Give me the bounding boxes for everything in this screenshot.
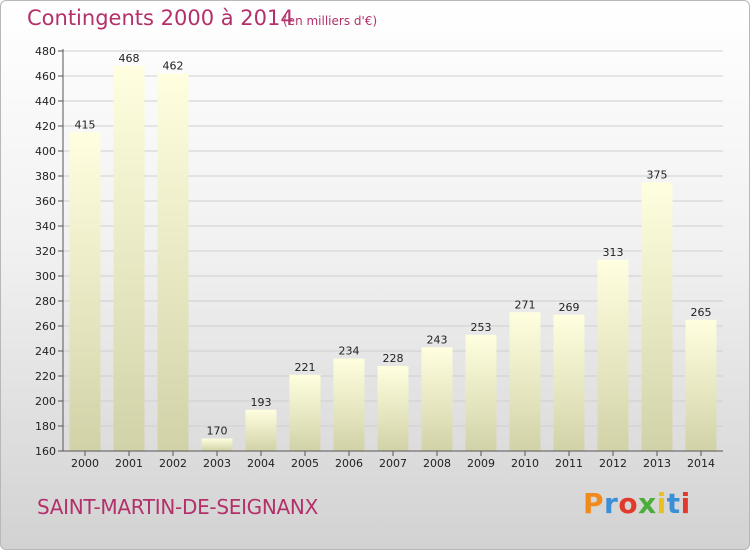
bar — [201, 438, 233, 451]
data-label: 468 — [119, 52, 140, 65]
data-label: 269 — [559, 301, 580, 314]
bar — [421, 347, 453, 451]
x-tick-label: 2000 — [71, 457, 99, 470]
chart-title: Contingents 2000 à 2014 — [27, 6, 294, 30]
x-tick-label: 2010 — [511, 457, 539, 470]
proxiti-logo: Proxiti — [583, 487, 691, 520]
y-tick-label: 360 — [35, 195, 56, 208]
bar — [465, 334, 497, 451]
bar — [333, 358, 365, 451]
y-tick-label: 340 — [35, 220, 56, 233]
x-tick-label: 2013 — [643, 457, 671, 470]
x-tick-label: 2002 — [159, 457, 187, 470]
bar — [641, 182, 673, 451]
x-tick-label: 2003 — [203, 457, 231, 470]
logo-letter: o — [618, 487, 639, 520]
chart-subtitle: (en milliers d'€) — [283, 14, 378, 28]
bar — [597, 259, 629, 451]
logo-letter: i — [656, 487, 667, 520]
data-label: 243 — [427, 333, 448, 346]
y-tick-label: 200 — [35, 395, 56, 408]
x-tick-label: 2005 — [291, 457, 319, 470]
data-label: 234 — [339, 345, 360, 358]
y-tick-label: 380 — [35, 170, 56, 183]
data-label: 170 — [207, 425, 228, 438]
data-label: 462 — [163, 60, 184, 73]
bar — [69, 132, 101, 451]
y-tick-label: 220 — [35, 370, 56, 383]
bar — [289, 374, 321, 451]
data-label: 313 — [603, 246, 624, 259]
data-label: 193 — [251, 396, 272, 409]
logo-letter: i — [680, 487, 691, 520]
y-tick-label: 260 — [35, 320, 56, 333]
x-tick-label: 2001 — [115, 457, 143, 470]
bar — [553, 314, 585, 451]
logo-letter: r — [604, 487, 619, 520]
data-label: 375 — [647, 168, 668, 181]
town-name: SAINT-MARTIN-DE-SEIGNANX — [37, 495, 318, 519]
bar — [377, 366, 409, 451]
logo-letter: t — [666, 487, 681, 520]
data-label: 253 — [471, 321, 492, 334]
bar — [157, 73, 189, 451]
x-tick-label: 2007 — [379, 457, 407, 470]
bar — [685, 319, 717, 451]
logo-letter: x — [638, 487, 657, 520]
x-tick-label: 2012 — [599, 457, 627, 470]
y-tick-label: 180 — [35, 420, 56, 433]
y-tick-label: 280 — [35, 295, 56, 308]
data-label: 415 — [75, 118, 96, 131]
y-tick-label: 400 — [35, 145, 56, 158]
y-tick-label: 480 — [35, 45, 56, 58]
bar — [509, 312, 541, 451]
data-label: 271 — [515, 298, 536, 311]
data-label: 265 — [691, 306, 712, 319]
bar — [245, 409, 277, 451]
y-tick-label: 160 — [35, 445, 56, 458]
y-tick-label: 420 — [35, 120, 56, 133]
y-tick-label: 460 — [35, 70, 56, 83]
x-tick-label: 2011 — [555, 457, 583, 470]
y-tick-label: 240 — [35, 345, 56, 358]
logo-letter: P — [583, 487, 605, 520]
x-tick-label: 2006 — [335, 457, 363, 470]
x-tick-label: 2004 — [247, 457, 275, 470]
data-label: 228 — [383, 352, 404, 365]
y-tick-label: 300 — [35, 270, 56, 283]
x-tick-label: 2014 — [687, 457, 715, 470]
y-tick-label: 320 — [35, 245, 56, 258]
y-tick-label: 440 — [35, 95, 56, 108]
bar — [113, 66, 145, 451]
x-tick-label: 2008 — [423, 457, 451, 470]
x-tick-label: 2009 — [467, 457, 495, 470]
data-label: 221 — [295, 361, 316, 374]
